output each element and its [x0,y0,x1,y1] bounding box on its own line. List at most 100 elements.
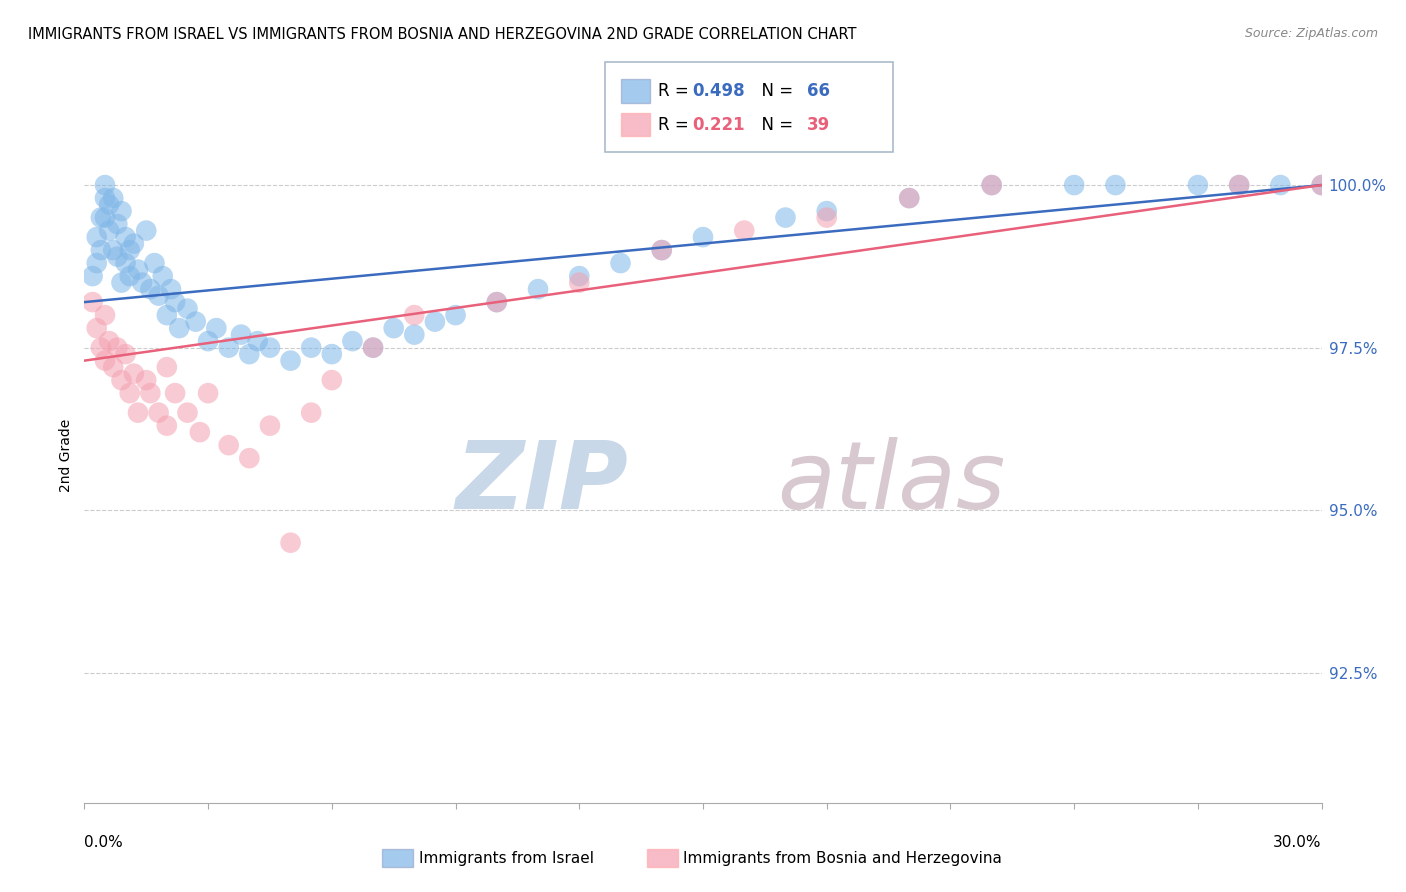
Point [733,224,755,238]
Point [114,256,136,270]
Y-axis label: 2nd Grade: 2nd Grade [59,418,73,491]
Point [143,256,166,270]
Point [1187,178,1209,192]
Point [651,243,673,257]
Point [167,321,190,335]
Point [423,315,446,329]
Point [118,243,141,257]
Point [444,308,467,322]
Point [980,178,1002,192]
Point [82,295,104,310]
Point [259,418,281,433]
Point [238,347,260,361]
Point [165,386,187,401]
Point [1227,178,1250,192]
Point [105,341,128,355]
Point [1227,178,1250,192]
Point [156,308,179,322]
Text: Source: ZipAtlas.com: Source: ZipAtlas.com [1244,27,1378,40]
Point [815,211,838,225]
Point [160,282,183,296]
Point [139,386,162,401]
Point [176,301,198,316]
Point [404,327,426,342]
Point [188,425,211,439]
Point [114,230,136,244]
Point [980,178,1002,192]
Point [98,197,121,211]
Point [568,276,591,290]
Point [135,224,157,238]
Point [238,451,260,466]
Point [139,282,162,296]
Text: 0.221: 0.221 [692,116,744,134]
Text: 0.498: 0.498 [692,82,744,100]
Point [94,211,117,225]
Point [94,178,117,192]
Point [118,269,141,284]
Point [1104,178,1126,192]
Point [105,217,128,231]
Point [90,341,112,355]
Point [98,224,121,238]
Point [321,373,343,387]
Text: N =: N = [751,116,799,134]
Text: ZIP: ZIP [456,437,628,529]
Point [148,406,170,420]
Point [127,406,149,420]
Point [218,341,240,355]
Point [90,243,112,257]
Point [485,295,508,310]
Point [246,334,269,348]
Text: 30.0%: 30.0% [1274,836,1322,850]
Point [110,373,132,387]
Text: atlas: atlas [778,437,1005,528]
Text: N =: N = [751,82,799,100]
Point [775,211,797,225]
Point [86,256,108,270]
Point [280,535,302,549]
Point [131,276,153,290]
Point [110,204,132,219]
Point [280,353,302,368]
Point [103,191,125,205]
Point [485,295,508,310]
Point [156,418,179,433]
Point [152,269,174,284]
Point [609,256,631,270]
Point [176,406,198,420]
Point [259,341,281,355]
Point [148,288,170,302]
Point [82,269,104,284]
Text: IMMIGRANTS FROM ISRAEL VS IMMIGRANTS FROM BOSNIA AND HERZEGOVINA 2ND GRADE CORRE: IMMIGRANTS FROM ISRAEL VS IMMIGRANTS FRO… [28,27,856,42]
Text: 39: 39 [807,116,831,134]
Text: R =: R = [658,82,695,100]
Point [94,353,117,368]
Text: R =: R = [658,116,695,134]
Point [404,308,426,322]
Text: 66: 66 [807,82,830,100]
Point [86,230,108,244]
Point [361,341,384,355]
Point [299,341,322,355]
Point [1270,178,1292,192]
Point [122,367,145,381]
Point [1310,178,1333,192]
Point [90,211,112,225]
Point [568,269,591,284]
Text: Immigrants from Israel: Immigrants from Israel [419,851,593,865]
Point [651,243,673,257]
Point [1063,178,1085,192]
Point [815,204,838,219]
Point [197,386,219,401]
Point [184,315,207,329]
Point [127,262,149,277]
Point [103,360,125,375]
Point [122,236,145,251]
Point [692,230,714,244]
Point [98,334,121,348]
Point [527,282,550,296]
Point [205,321,228,335]
Point [135,373,157,387]
Point [299,406,322,420]
